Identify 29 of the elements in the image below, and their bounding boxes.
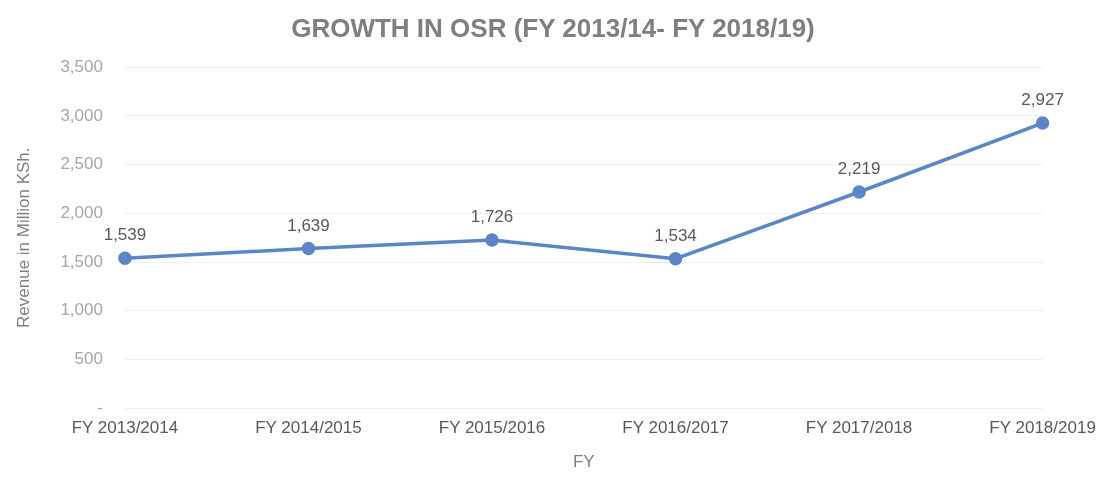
x-tick-label: FY 2017/2018 — [805, 418, 913, 438]
data-label: 1,726 — [470, 207, 514, 227]
x-tick-label: FY 2018/2019 — [989, 418, 1096, 438]
y-tick-label: 500 — [74, 349, 103, 369]
point — [852, 185, 866, 199]
data-label: 2,219 — [837, 159, 881, 179]
y-tick-label: 1,000 — [60, 300, 103, 320]
data-label: 1,534 — [654, 225, 697, 245]
y-tick-label: 2,000 — [60, 203, 103, 223]
x-tick-label: FY 2016/2017 — [622, 418, 729, 438]
chart-title: GROWTH IN OSR (FY 2013/14- FY 2018/19) — [291, 12, 815, 43]
point — [118, 251, 132, 266]
point — [485, 233, 499, 247]
x-tick-label: FY 2014/2015 — [255, 418, 362, 438]
x-tick-label: FY 2015/2016 — [438, 418, 546, 438]
y-axis-title: Revenue in Million KSh. — [13, 147, 33, 328]
point — [301, 241, 316, 256]
point — [1035, 116, 1050, 130]
y-tick-label: 3,000 — [60, 105, 103, 125]
x-axis-title: FY — [572, 452, 595, 472]
data-label: 1,539 — [103, 225, 147, 245]
y-tick-label: 1,500 — [60, 251, 103, 271]
data-label: 1,639 — [287, 215, 330, 235]
y-tick-label: 2,500 — [60, 154, 103, 174]
x-tick-label: FY 2013/2014 — [71, 418, 179, 438]
y-tick-label: - — [97, 397, 103, 417]
data-label: 2,927 — [1021, 90, 1064, 110]
point — [668, 252, 683, 266]
y-tick-label: 3,500 — [60, 56, 103, 76]
